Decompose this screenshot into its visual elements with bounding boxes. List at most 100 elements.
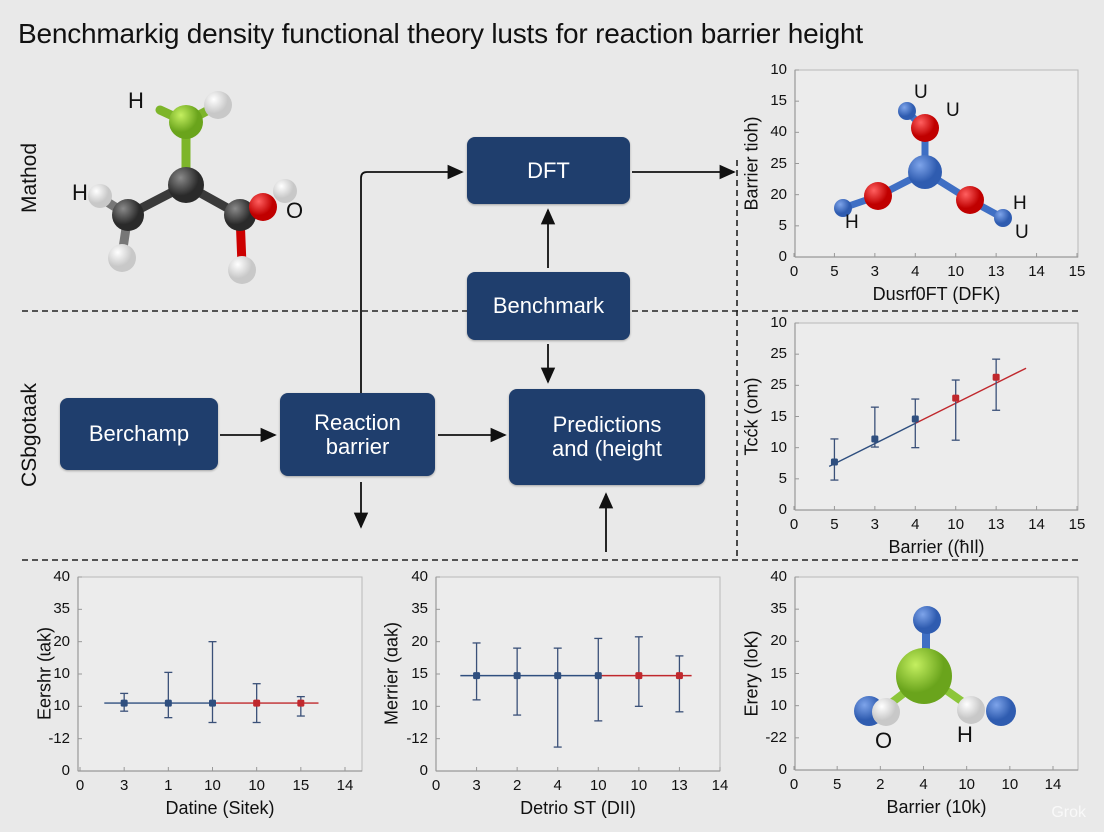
atom-label: U [946,100,960,121]
molecule-top-left [88,91,297,284]
y-tick-label: 25 [770,376,787,394]
arrow-reaction-to-dft [360,164,464,393]
y-tick-label: -22 [765,728,787,746]
data-point [120,699,128,707]
x-tick-label: 4 [553,777,562,794]
y-axis-title: Merrier (ɑak) [381,622,402,726]
x-tick-label: 10 [947,516,965,533]
y-tick-label: 40 [53,568,70,585]
berchamp-box[interactable]: Berchamp [60,398,218,470]
y-tick-label: 25 [770,154,787,172]
hydrogen-atom [204,91,232,119]
y-tick-label: 10 [770,314,787,331]
atom-label: H [957,722,973,747]
x-axis-title: Detrio ST (DII) [520,798,636,818]
page-title: Benchmarkig density functional theory lu… [18,18,863,49]
x-axis-title: Barrier ((ħIl) [888,537,985,557]
fit-line-blue [828,422,916,467]
data-point [513,672,521,680]
fit-line-red [914,367,1027,425]
x-tick-label: 5 [830,516,839,533]
data-point [209,699,216,707]
oxygen-atom [864,182,892,210]
data-point [635,672,643,680]
x-tick-label: 3 [119,777,129,794]
x-tick-label: 10 [947,263,965,280]
row-label-middle: CSbgotaak [18,383,41,487]
x-tick-label: 4 [911,516,920,533]
y-tick-label: 10 [770,61,787,78]
oxygen-atom [249,193,277,221]
x-tick-label: 4 [919,776,928,793]
y-tick-label: 10 [770,438,787,456]
x-tick-label: 3 [472,777,481,794]
hydrogen-atom [228,256,256,284]
x-axis-title: Barrier (10k) [886,797,987,817]
data-point [554,672,562,680]
x-tick-label: 10 [248,777,265,794]
benchmark-box[interactable]: Benchmark [467,272,630,340]
atom-label: H [1013,193,1027,214]
carbon-atom [168,167,204,203]
x-tick-label: 0 [789,776,799,793]
y-tick-label: 10 [770,696,787,714]
data-point [473,672,481,680]
atom-label: H [128,88,144,113]
x-tick-label: 13 [987,263,1005,280]
atom-label: O [286,198,304,223]
y-tick-label: 20 [411,632,428,650]
hydrogen-atom [108,244,136,272]
atom-label: H [72,180,88,205]
data-point [911,415,919,423]
y-tick-label: 35 [411,600,428,618]
carbon-atom [224,199,256,231]
atom-label: O [875,728,893,753]
data-point [164,699,172,707]
x-tick-label: 3 [870,263,880,280]
plot-area [77,576,363,772]
y-tick-label: 40 [411,568,428,585]
x-tick-label: 15 [1068,516,1086,533]
y-tick-label: 0 [778,761,787,778]
x-tick-label: 1 [164,777,173,794]
watermark-logo: Grok [1051,804,1086,821]
y-tick-label: 25 [770,345,787,363]
x-tick-label: 5 [830,263,839,280]
x-tick-label: 13 [671,777,688,794]
x-tick-label: 0 [75,777,85,794]
y-tick-label: 0 [61,762,70,779]
y-tick-label: 0 [778,501,787,518]
data-point [675,672,683,680]
y-tick-label: 40 [770,568,787,585]
y-tick-label: 15 [770,92,787,110]
y-axis-title: Erery (loK) [741,630,762,717]
x-axis-title: Dusrf0FT (DFK) [872,284,1001,304]
x-tick-label: 14 [1028,516,1045,533]
hydrogen-atom [872,698,900,726]
x-tick-label: 10 [630,777,648,794]
data-point [594,672,602,680]
y-tick-label: 0 [778,248,787,265]
reaction-barrier-box[interactable]: Reaction barrier [280,393,435,476]
data-point [952,394,960,402]
x-tick-label: 14 [336,777,354,794]
green-atom [169,105,203,139]
x-tick-label: 2 [876,776,885,793]
hydrogen-atom [957,696,985,724]
x-tick-label: 10 [204,777,221,794]
x-tick-label: 14 [1028,263,1045,280]
x-tick-label: 0 [431,777,441,794]
atom-label: U [914,82,928,103]
dft-box[interactable]: DFT [467,137,630,204]
x-tick-label: 4 [911,263,920,280]
data-point [992,373,1000,381]
x-tick-label: 14 [1044,776,1062,793]
x-tick-label: 15 [292,777,310,794]
molecule-top-right [834,102,1012,227]
x-tick-label: 0 [789,516,799,533]
y-tick-label: 20 [53,632,70,650]
y-axis-title: Eershr (ɩak) [34,627,55,721]
predictions-box[interactable]: Predictions and (height [509,389,705,485]
y-tick-label: 5 [778,216,787,234]
